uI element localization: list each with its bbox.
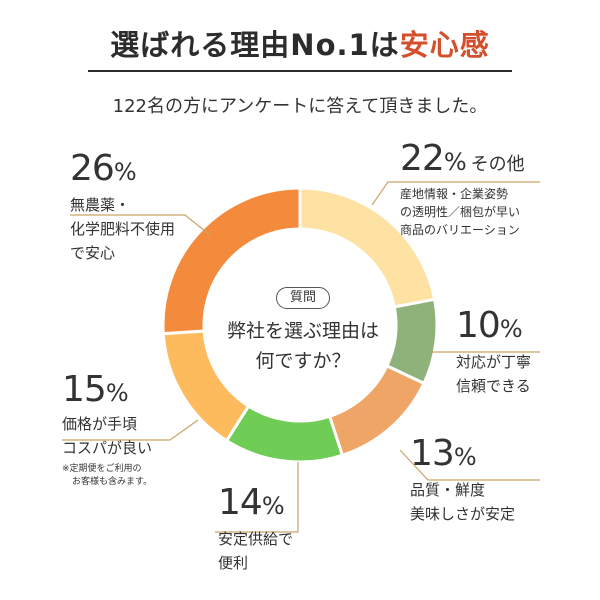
desc-organic-line-3: で安心 bbox=[70, 244, 116, 262]
leader-line-price bbox=[62, 419, 199, 441]
desc-organic-line-1: 無農薬・ bbox=[70, 196, 131, 214]
pct-service: 10 bbox=[456, 305, 501, 346]
leader-lines bbox=[62, 181, 540, 533]
subtitle: 122名の方にアンケートに答えて頂きました。 bbox=[112, 96, 488, 117]
label-other: 22% その他 産地情報・企業姿勢 の透明性／梱包が早い 商品のバリエーション bbox=[400, 138, 525, 239]
desc-quality-line-2: 美味しさが安定 bbox=[410, 505, 516, 523]
desc-service: 対応が丁寧 信頼できる bbox=[456, 350, 531, 398]
desc-supply-line-1: 安定供給で bbox=[218, 530, 294, 548]
question-line-2: 何ですか？ bbox=[255, 350, 351, 372]
desc-service-line-2: 信頼できる bbox=[456, 377, 531, 395]
center-question: 弊社を選ぶ理由は 何ですか？ bbox=[210, 316, 396, 376]
label-organic: 26% 無農薬・ 化学肥料不使用 で安心 bbox=[70, 148, 175, 265]
slice-organic bbox=[161, 186, 302, 336]
desc-other: 産地情報・企業姿勢 の透明性／梱包が早い 商品のバリエーション bbox=[400, 185, 525, 239]
note-price: ※定期便をご利用の お客様も含みます。 bbox=[62, 463, 152, 489]
desc-other-line-2: の透明性／梱包が早い bbox=[400, 205, 521, 219]
desc-organic-line-2: 化学肥料不使用 bbox=[70, 220, 176, 238]
label-service: 10% 対応が丁寧 信頼できる bbox=[456, 305, 531, 398]
question-line-1: 弊社を選ぶ理由は bbox=[226, 320, 379, 342]
pct-sign-quality: % bbox=[453, 443, 477, 471]
desc-other-line-1: 産地情報・企業姿勢 bbox=[400, 187, 509, 201]
question-tag: 質問 bbox=[276, 287, 330, 309]
title-accent: 安心感 bbox=[399, 28, 490, 62]
desc-supply-line-2: 便利 bbox=[218, 554, 249, 572]
pct-sign-price: % bbox=[105, 379, 129, 407]
pct-organic: 26 bbox=[70, 148, 115, 189]
desc-price-line-1: 価格が手頃 bbox=[62, 415, 138, 433]
pct-other: 22 bbox=[400, 138, 445, 179]
pct-quality: 13 bbox=[410, 433, 455, 474]
desc-other-line-3: 商品のバリエーション bbox=[400, 223, 520, 237]
pct-sign-other: % bbox=[443, 148, 467, 176]
desc-price: 価格が手頃 コスパが良い bbox=[62, 412, 152, 460]
title-underline bbox=[88, 70, 512, 72]
leader-line-other bbox=[371, 181, 540, 206]
desc-supply: 安定供給で 便利 bbox=[218, 527, 293, 575]
leader-line-quality bbox=[399, 449, 540, 481]
note-price-line-1: ※定期便をご利用の bbox=[62, 464, 142, 474]
pct-sign-service: % bbox=[499, 315, 523, 343]
pct-sign-supply: % bbox=[261, 492, 285, 520]
desc-quality-line-1: 品質・鮮度 bbox=[410, 481, 486, 499]
note-price-line-2: お客様も含みます。 bbox=[72, 477, 153, 487]
label-supply: 14% 安定供給で 便利 bbox=[218, 482, 293, 575]
leader-line-supply bbox=[215, 462, 299, 533]
pct-sign-organic: % bbox=[113, 158, 137, 186]
desc-quality: 品質・鮮度 美味しさが安定 bbox=[410, 478, 515, 526]
label-price: 15% 価格が手頃 コスパが良い ※定期便をご利用の お客様も含みます。 bbox=[62, 369, 152, 489]
label-quality: 13% 品質・鮮度 美味しさが安定 bbox=[410, 433, 515, 526]
desc-service-line-1: 対応が丁寧 bbox=[456, 353, 532, 371]
donut-slices bbox=[161, 186, 439, 464]
page-title: 選ばれる理由No.1は安心感 bbox=[0, 22, 600, 64]
desc-price-line-2: コスパが良い bbox=[62, 439, 153, 457]
desc-organic: 無農薬・ 化学肥料不使用 で安心 bbox=[70, 193, 175, 265]
title-main: 選ばれる理由No.1は bbox=[110, 28, 400, 62]
leader-line-organic bbox=[70, 214, 211, 236]
pct-supply: 14 bbox=[218, 482, 263, 523]
pct-price: 15 bbox=[62, 369, 107, 410]
pct-extra-other: その他 bbox=[470, 154, 525, 175]
